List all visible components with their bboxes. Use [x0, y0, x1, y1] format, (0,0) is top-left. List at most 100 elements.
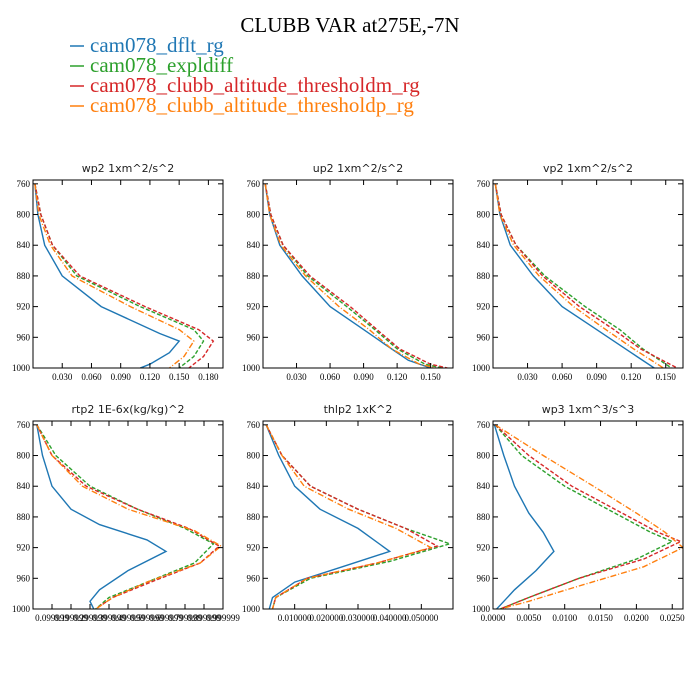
panel-title-5: wp3 1xm^3/s^3 — [542, 403, 635, 416]
y-tick-label-1-4: 920 — [247, 302, 261, 312]
panel-1: up2 1xm^2/s^2 760 800 840 880 920 960 1000 0.030… — [242, 162, 454, 382]
panel-0: wp2 1xm^2/s^2 760 800 840 880 920 960 1000 0.030… — [12, 162, 224, 382]
y-tick-label-0-3: 880 — [17, 271, 31, 281]
y-tick-label-5-0: 760 — [477, 420, 491, 430]
y-tick-label-5-1: 800 — [477, 451, 491, 461]
panel-title-4: thlp2 1xK^2 — [324, 403, 393, 416]
y-tick-label-1-5: 960 — [247, 332, 261, 342]
y-tick-label-3-5: 960 — [17, 573, 31, 583]
x-tick-label-4-1: 0.020000 — [309, 613, 343, 623]
panel-2: vp2 1xm^2/s^2 760 800 840 880 920 960 1000 0.030… — [472, 162, 684, 382]
series-group-5 — [493, 424, 683, 609]
y-tick-label-1-2: 840 — [247, 240, 261, 250]
x-tick-label-3-3: 0.399999 — [92, 613, 126, 623]
y-tick-label-2-0: 760 — [477, 179, 491, 189]
x-tick-label-5-2: 0.0100 — [552, 613, 577, 623]
x-tick-label-4-0: 0.010000 — [278, 613, 312, 623]
x-tick-label-5-4: 0.0200 — [624, 613, 649, 623]
series-line-3-2 — [36, 424, 221, 609]
y-tick-label-1-3: 880 — [247, 271, 261, 281]
y-tick-label-4-5: 960 — [247, 573, 261, 583]
x-tick-label-2-3: 0.120 — [621, 372, 642, 382]
series-line-5-2 — [494, 424, 683, 609]
x-tick-label-0-1: 0.060 — [81, 372, 102, 382]
plot-frame-4 — [262, 420, 454, 610]
series-line-2-0 — [494, 183, 655, 368]
y-tick-label-0-4: 920 — [17, 302, 31, 312]
legend-label-2: cam078_clubb_altitude_thresholdm_rg — [90, 73, 420, 97]
x-tick-label-4-2: 0.030000 — [341, 613, 375, 623]
panel-title-1: up2 1xm^2/s^2 — [313, 162, 404, 175]
y-tick-label-2-1: 800 — [477, 210, 491, 220]
x-tick-label-3-9: 0.999999 — [206, 613, 240, 623]
y-tick-label-2-2: 840 — [477, 240, 491, 250]
x-tick-label-3-0: 0.099999 — [35, 613, 69, 623]
x-tick-label-5-1: 0.0050 — [516, 613, 541, 623]
x-tick-label-0-2: 0.090 — [111, 372, 132, 382]
x-tick-label-3-1: 0.199999 — [54, 613, 88, 623]
figure-title: CLUBB VAR at275E,-7N — [240, 13, 459, 37]
x-tick-label-3-5: 0.599999 — [130, 613, 164, 623]
x-tick-label-0-5: 0.180 — [198, 372, 219, 382]
y-tick-label-2-4: 920 — [477, 302, 491, 312]
series-group-4 — [265, 424, 453, 609]
series-group-1 — [264, 183, 448, 368]
x-tick-label-0-4: 0.150 — [169, 372, 190, 382]
series-line-0-0 — [34, 183, 181, 368]
y-tick-label-3-1: 800 — [17, 451, 31, 461]
y-tick-label-1-0: 760 — [247, 179, 261, 189]
y-tick-label-2-3: 880 — [477, 271, 491, 281]
y-tick-label-4-2: 840 — [247, 481, 261, 491]
x-tick-label-2-4: 0.150 — [656, 372, 677, 382]
series-line-5-3 — [494, 424, 683, 609]
y-tick-label-3-3: 880 — [17, 512, 31, 522]
series-group-3 — [36, 424, 223, 609]
y-tick-label-4-3: 880 — [247, 512, 261, 522]
series-line-0-2 — [34, 183, 215, 368]
series-line-2-2 — [494, 183, 678, 368]
series-line-4-0 — [265, 424, 392, 609]
y-tick-label-2-5: 960 — [477, 332, 491, 342]
series-line-3-3 — [36, 424, 223, 609]
panel-title-0: wp2 1xm^2/s^2 — [82, 162, 175, 175]
x-tick-label-3-2: 0.299999 — [73, 613, 107, 623]
legend: cam078_dflt_rgcam078_expldiffcam078_club… — [70, 33, 420, 117]
x-tick-label-3-6: 0.699999 — [149, 613, 183, 623]
series-line-2-1 — [494, 183, 672, 368]
series-line-1-2 — [264, 183, 448, 368]
x-tick-label-4-4: 0.050000 — [404, 613, 438, 623]
panel-title-2: vp2 1xm^2/s^2 — [543, 162, 633, 175]
y-tick-label-5-2: 840 — [477, 481, 491, 491]
x-tick-label-0-0: 0.030 — [52, 372, 73, 382]
plot-frame-3 — [32, 420, 224, 610]
series-group-2 — [494, 183, 678, 368]
y-tick-label-4-6: 1000 — [242, 604, 261, 614]
x-tick-label-5-5: 0.0250 — [660, 613, 685, 623]
y-tick-label-4-4: 920 — [247, 543, 261, 553]
x-tick-label-3-7: 0.799999 — [168, 613, 202, 623]
legend-label-1: cam078_expldiff — [90, 53, 233, 77]
y-tick-label-1-1: 800 — [247, 210, 261, 220]
series-line-4-2 — [265, 424, 440, 609]
y-tick-label-5-5: 960 — [477, 573, 491, 583]
y-tick-label-0-1: 800 — [17, 210, 31, 220]
x-tick-label-5-3: 0.0150 — [588, 613, 613, 623]
x-tick-label-1-1: 0.060 — [320, 372, 341, 382]
x-tick-label-4-3: 0.040000 — [373, 613, 407, 623]
panel-4: thlp2 1xK^2 760 800 840 880 920 960 1000 0.01000… — [242, 403, 454, 623]
x-tick-label-3-4: 0.499999 — [111, 613, 145, 623]
y-tick-label-5-3: 880 — [477, 512, 491, 522]
y-tick-label-3-0: 760 — [17, 420, 31, 430]
series-line-1-3 — [264, 183, 437, 368]
legend-label-3: cam078_clubb_altitude_thresholdp_rg — [90, 93, 414, 117]
y-tick-label-5-6: 1000 — [472, 604, 491, 614]
y-tick-label-1-6: 1000 — [242, 363, 261, 373]
x-tick-label-1-3: 0.120 — [387, 372, 408, 382]
panel-title-3: rtp2 1E-6x(kg/kg)^2 — [72, 403, 185, 416]
y-tick-label-3-4: 920 — [17, 543, 31, 553]
series-line-3-1 — [36, 424, 215, 609]
series-line-5-1 — [494, 424, 674, 609]
x-tick-label-2-2: 0.090 — [587, 372, 608, 382]
plot-frame-2 — [492, 179, 684, 369]
